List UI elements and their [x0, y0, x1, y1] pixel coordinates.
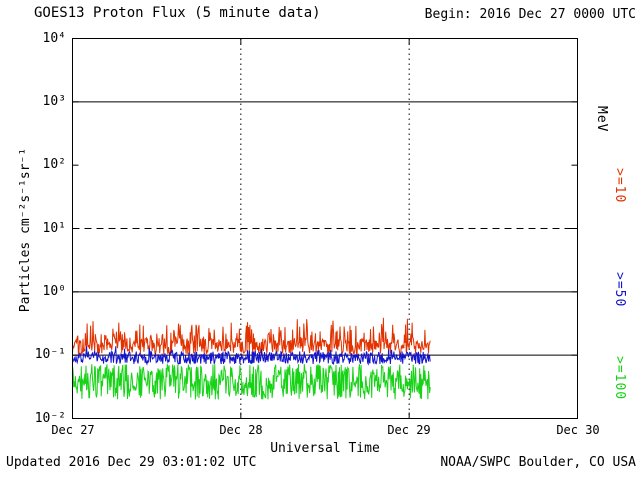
y-tick-label: 10⁻¹: [34, 347, 66, 362]
y-axis-label: Particles cm⁻²s⁻¹sr⁻¹: [18, 147, 33, 313]
y-tick-label: 10²: [42, 157, 66, 172]
x-tick-label: Dec 28: [219, 423, 263, 437]
y-tick-label: 10⁻²: [34, 411, 66, 426]
x-axis-label: Universal Time: [270, 441, 380, 456]
series-label-ge10: >=10: [612, 168, 627, 204]
x-tick-label: Dec 30: [556, 423, 600, 437]
page-title: GOES13 Proton Flux (5 minute data): [34, 5, 321, 21]
series-label-ge50: >=50: [612, 272, 627, 308]
y-tick-label: 10⁴: [42, 31, 66, 46]
updated-timestamp: Updated 2016 Dec 29 03:01:02 UTC: [6, 455, 257, 470]
right-axis-unit-label: MeV: [594, 106, 609, 133]
y-tick-label: 10⁰: [42, 284, 66, 299]
source-credit: NOAA/SWPC Boulder, CO USA: [440, 455, 636, 470]
y-tick-label: 10¹: [42, 221, 66, 236]
x-tick-label: Dec 27: [51, 423, 95, 437]
y-tick-label: 10³: [42, 94, 66, 109]
begin-label: Begin: 2016 Dec 27 0000 UTC: [424, 7, 636, 22]
series-label-ge100: >=100: [612, 356, 627, 401]
x-tick-label: Dec 29: [387, 423, 431, 437]
